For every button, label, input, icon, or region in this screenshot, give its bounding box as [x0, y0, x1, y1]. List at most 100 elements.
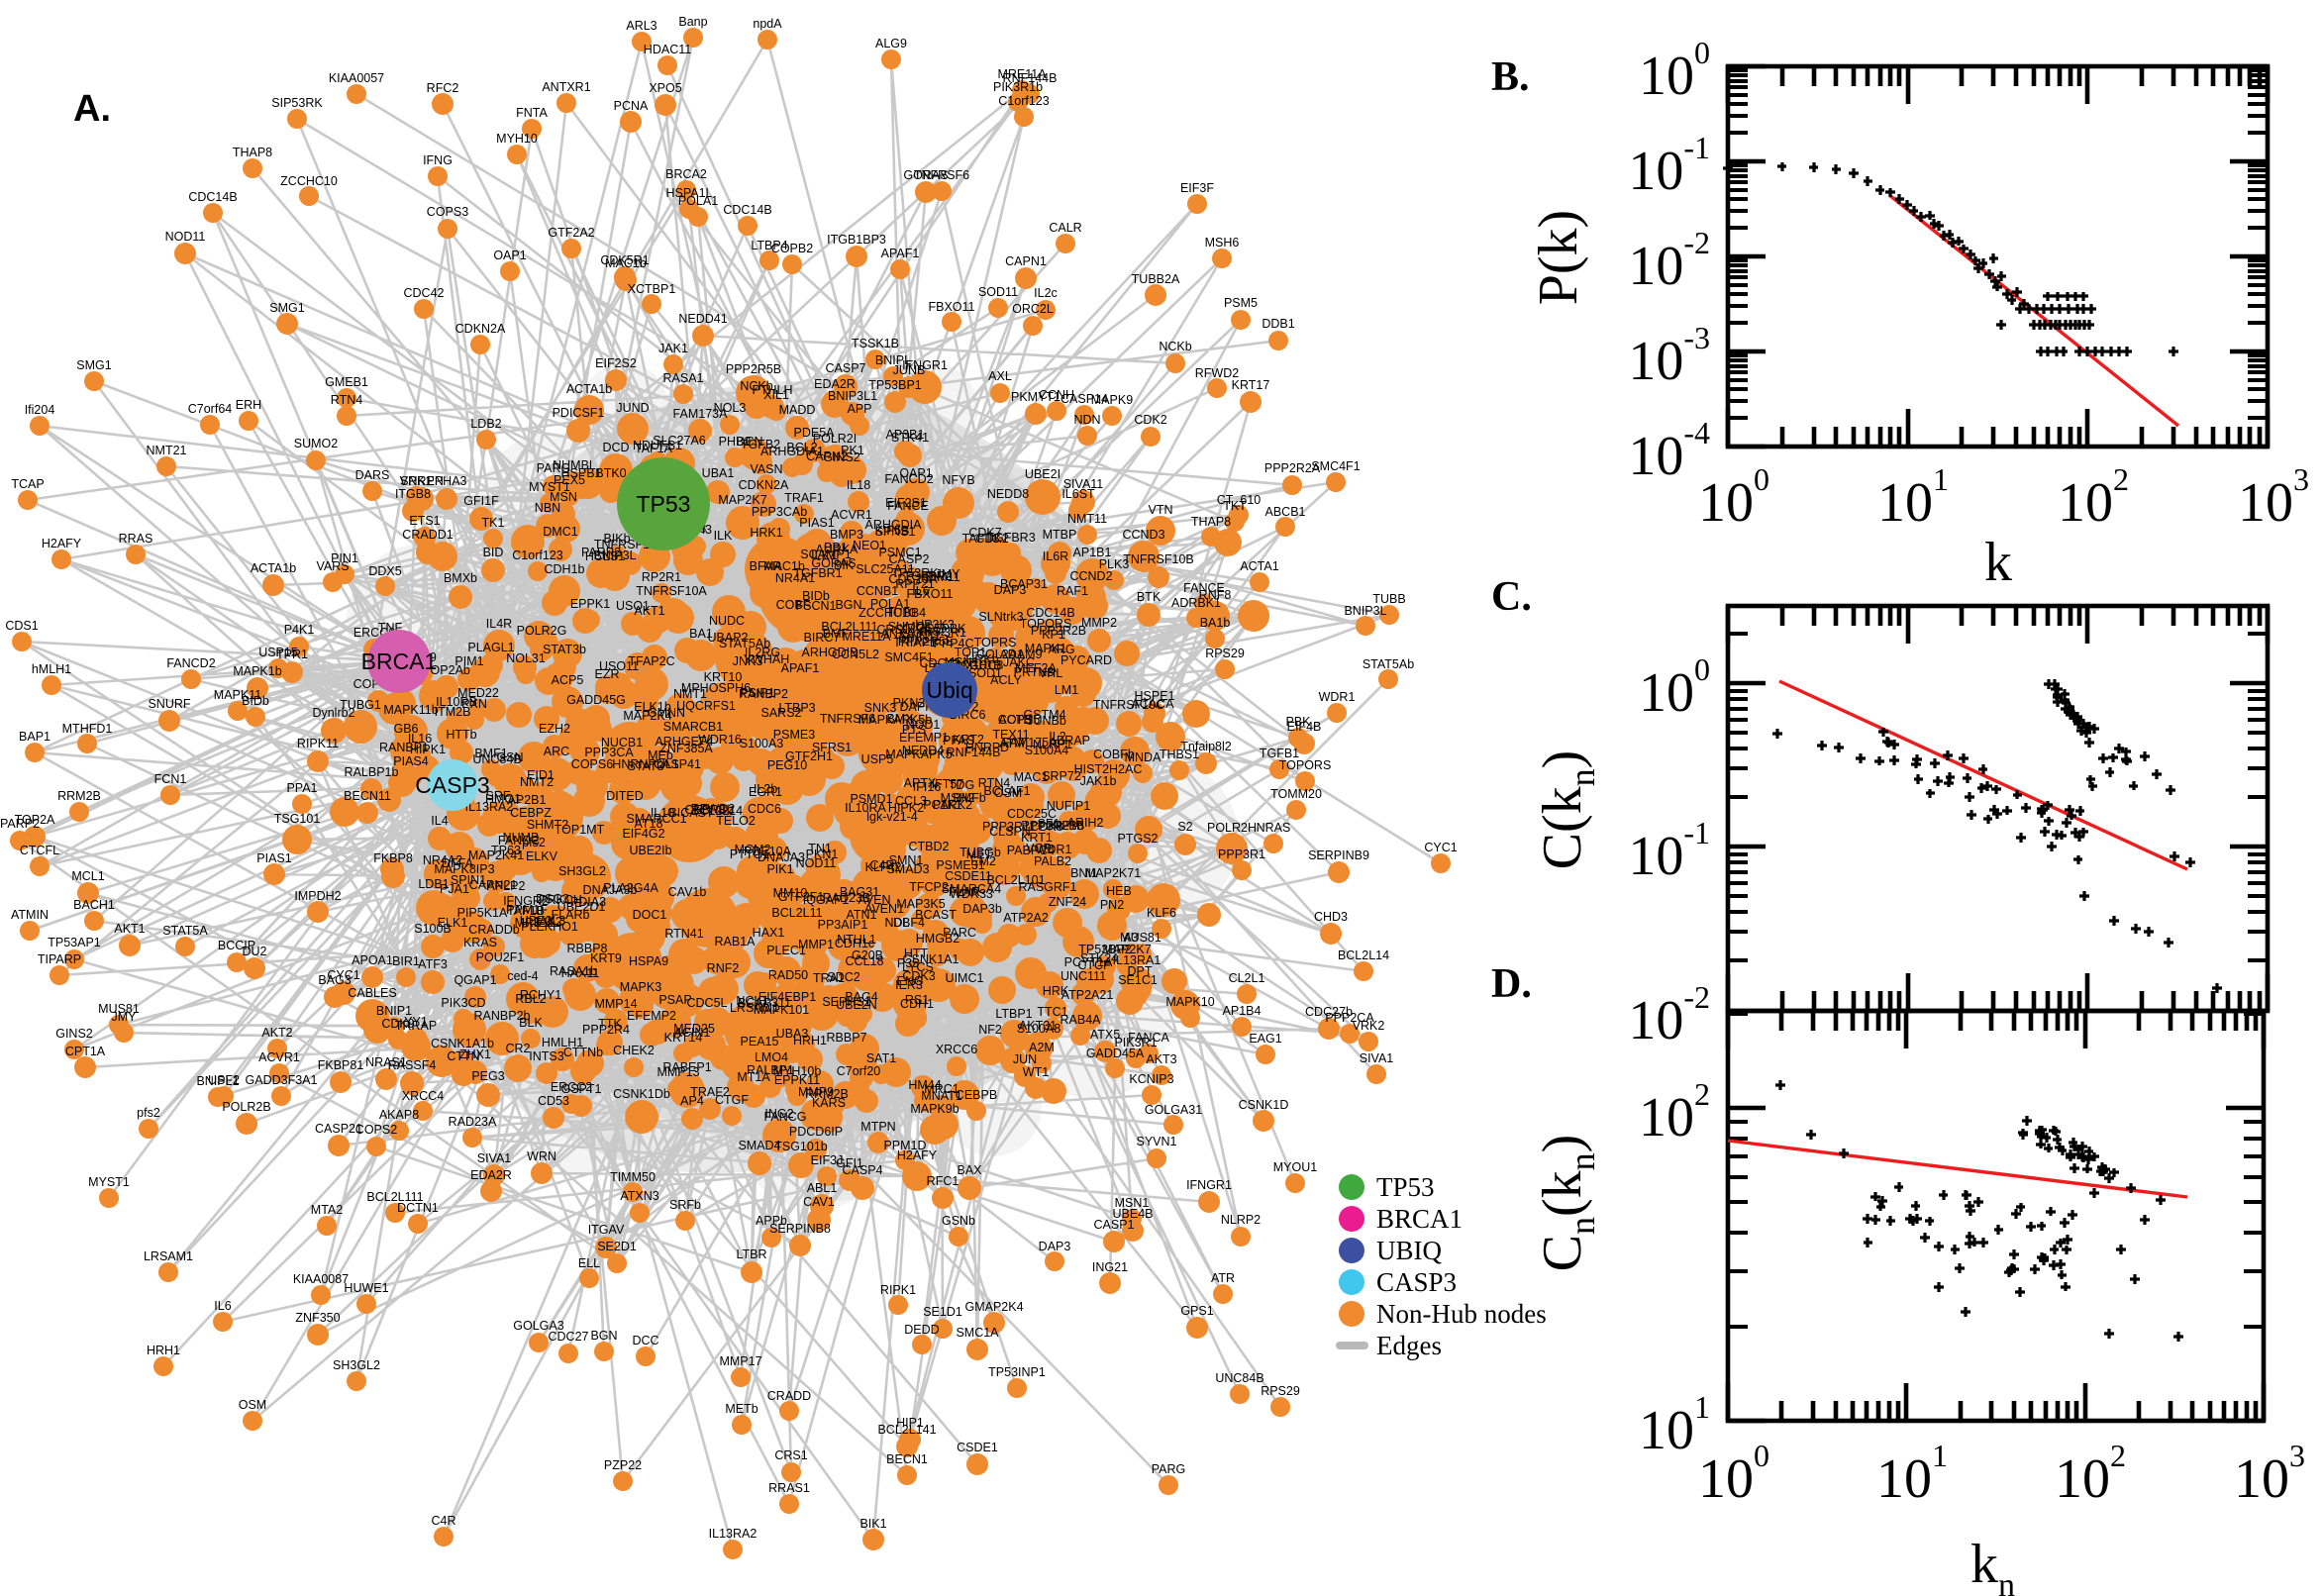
- svg-text:PDE10A: PDE10A: [744, 845, 792, 858]
- svg-text:TUBB4: TUBB4: [886, 606, 926, 620]
- svg-text:AVEN: AVEN: [858, 893, 890, 907]
- svg-text:SH3GL2: SH3GL2: [333, 1358, 380, 1372]
- svg-text:DFFA: DFFA: [442, 856, 474, 870]
- svg-text:MRE11: MRE11: [515, 916, 556, 930]
- svg-text:MAPK9b: MAPK9b: [910, 1102, 959, 1116]
- svg-text:BIK: BIK: [834, 558, 855, 572]
- svg-text:RASSF4: RASSF4: [388, 1058, 437, 1072]
- svg-text:CDC27b: CDC27b: [1305, 1005, 1353, 1019]
- svg-text:SE1C1: SE1C1: [1118, 973, 1158, 987]
- svg-text:NDL: NDL: [884, 916, 909, 930]
- svg-text:UNC84B: UNC84B: [1215, 1371, 1263, 1385]
- svg-text:BCL2L11: BCL2L11: [771, 906, 822, 920]
- svg-text:GTF2H1: GTF2H1: [785, 749, 833, 763]
- svg-text:MAPKAPK5b: MAPKAPK5b: [858, 713, 932, 727]
- svg-text:CCNB1: CCNB1: [857, 584, 898, 598]
- svg-text:ITGB1BP3: ITGB1BP3: [827, 233, 886, 247]
- svg-text:BIDb: BIDb: [242, 694, 269, 708]
- svg-text:LYCS: LYCS: [902, 960, 934, 974]
- svg-text:CASP41: CASP41: [654, 757, 701, 771]
- svg-text:HMLH1: HMLH1: [542, 1036, 583, 1049]
- svg-text:ILK: ILK: [714, 529, 733, 543]
- svg-text:Non-Hub nodes: Non-Hub nodes: [1376, 1299, 1547, 1329]
- svg-text:MTA2: MTA2: [311, 1203, 343, 1217]
- svg-text:RAF1: RAF1: [1057, 584, 1088, 598]
- svg-text:FANCA: FANCA: [1128, 1031, 1169, 1045]
- svg-text:BCL2L14: BCL2L14: [691, 804, 743, 818]
- svg-text:EZR: EZR: [595, 667, 620, 681]
- svg-text:IL2: IL2: [1049, 730, 1065, 744]
- svg-text:SH3GL2: SH3GL2: [558, 864, 606, 878]
- svg-text:BICAST: BICAST: [668, 806, 714, 820]
- svg-text:ERH: ERH: [236, 398, 261, 412]
- svg-text:KARS: KARS: [812, 1096, 846, 1110]
- svg-text:CYC1: CYC1: [1424, 841, 1457, 854]
- svg-text:NLRP1: NLRP1: [1033, 738, 1072, 751]
- svg-text:JAK1b: JAK1b: [1080, 774, 1117, 788]
- svg-text:BTK0: BTK0: [595, 466, 626, 480]
- svg-text:CEBPB: CEBPB: [956, 1088, 997, 1102]
- svg-text:MAPK8IP3: MAPK8IP3: [434, 862, 494, 876]
- svg-text:H2AFY: H2AFY: [897, 1148, 938, 1162]
- svg-text:CHD3: CHD3: [1314, 910, 1348, 924]
- svg-text:MEb: MEb: [648, 748, 673, 762]
- svg-text:TOMM20: TOMM20: [1270, 787, 1322, 801]
- svg-text:C7orf64: C7orf64: [188, 402, 233, 416]
- svg-text:GMEB1: GMEB1: [325, 375, 368, 389]
- svg-text:NMT2: NMT2: [520, 775, 554, 789]
- svg-text:CDKN2A: CDKN2A: [455, 322, 506, 336]
- svg-text:PDCD6IP: PDCD6IP: [789, 1125, 843, 1139]
- svg-text:EZH2: EZH2: [539, 722, 570, 736]
- svg-text:SMG1: SMG1: [76, 358, 111, 372]
- svg-text:MAPK11b: MAPK11b: [383, 703, 438, 717]
- svg-text:NOD11: NOD11: [796, 856, 837, 870]
- svg-text:SF1: SF1: [1038, 817, 1060, 831]
- svg-text:EGR1: EGR1: [749, 785, 782, 799]
- svg-text:SMC1A: SMC1A: [956, 1326, 999, 1340]
- svg-text:DAP3: DAP3: [1039, 1240, 1071, 1253]
- svg-text:BCAP311: BCAP311: [738, 996, 791, 1010]
- svg-text:CDC14B: CDC14B: [1026, 606, 1074, 620]
- svg-text:COBFb: COBFb: [1093, 748, 1135, 761]
- svg-text:MTPN: MTPN: [860, 1120, 895, 1134]
- svg-text:HNRNPUL1: HNRNPUL1: [612, 757, 678, 771]
- svg-text:ATF3: ATF3: [418, 957, 448, 971]
- svg-text:BB1: BB1: [824, 541, 848, 554]
- svg-text:GINS2: GINS2: [55, 1027, 93, 1041]
- svg-text:IFNG: IFNG: [423, 153, 453, 167]
- svg-text:SNK3: SNK3: [864, 701, 897, 715]
- svg-text:LTBP1: LTBP1: [995, 1007, 1032, 1021]
- svg-text:PIP5K1A: PIP5K1A: [457, 906, 508, 920]
- svg-text:TOPRS: TOPRS: [974, 636, 1017, 649]
- svg-text:GADD3F3A1: GADD3F3A1: [246, 1073, 318, 1087]
- svg-text:SPIN11: SPIN11: [899, 630, 941, 644]
- svg-text:EDA2R: EDA2R: [470, 1168, 512, 1182]
- svg-text:AXL: AXL: [988, 369, 1012, 383]
- svg-text:ZHX1: ZHX1: [459, 1047, 491, 1061]
- svg-text:CR2: CR2: [505, 1042, 530, 1055]
- svg-text:SRF: SRF: [486, 789, 511, 803]
- svg-text:ELKV: ELKV: [526, 849, 558, 863]
- svg-text:IL2c: IL2c: [1034, 286, 1058, 300]
- svg-text:PIK3R1: PIK3R1: [1114, 1036, 1157, 1049]
- svg-text:KRT1: KRT1: [1021, 831, 1053, 845]
- svg-text:JUN: JUN: [1013, 1052, 1037, 1066]
- svg-text:ZCCHC10: ZCCHC10: [858, 606, 916, 620]
- svg-text:RASGRF1: RASGRF1: [1018, 880, 1076, 894]
- svg-text:BLK: BLK: [519, 1016, 543, 1030]
- svg-text:DNAJA3: DNAJA3: [758, 850, 805, 864]
- svg-text:PEA15: PEA15: [741, 1035, 779, 1048]
- svg-text:EIF4G2: EIF4G2: [622, 827, 664, 841]
- svg-text:IL4: IL4: [431, 814, 448, 828]
- svg-text:JAKC: JAKC: [1003, 655, 1035, 669]
- svg-text:POLR2B: POLR2B: [222, 1100, 270, 1114]
- svg-text:PCYT1A: PCYT1A: [1064, 955, 1113, 969]
- svg-text:MAPK1: MAPK1: [1025, 642, 1066, 655]
- svg-text:CEBPBb: CEBPBb: [684, 803, 733, 817]
- svg-text:CSNK1A1: CSNK1A1: [903, 952, 960, 966]
- svg-text:GMNN: GMNN: [648, 706, 685, 720]
- svg-text:C4R: C4R: [431, 1514, 455, 1528]
- svg-text:INTS3: INTS3: [529, 1049, 563, 1063]
- svg-text:XRCC6: XRCC6: [936, 1043, 977, 1056]
- svg-text:STAT3: STAT3: [627, 759, 663, 773]
